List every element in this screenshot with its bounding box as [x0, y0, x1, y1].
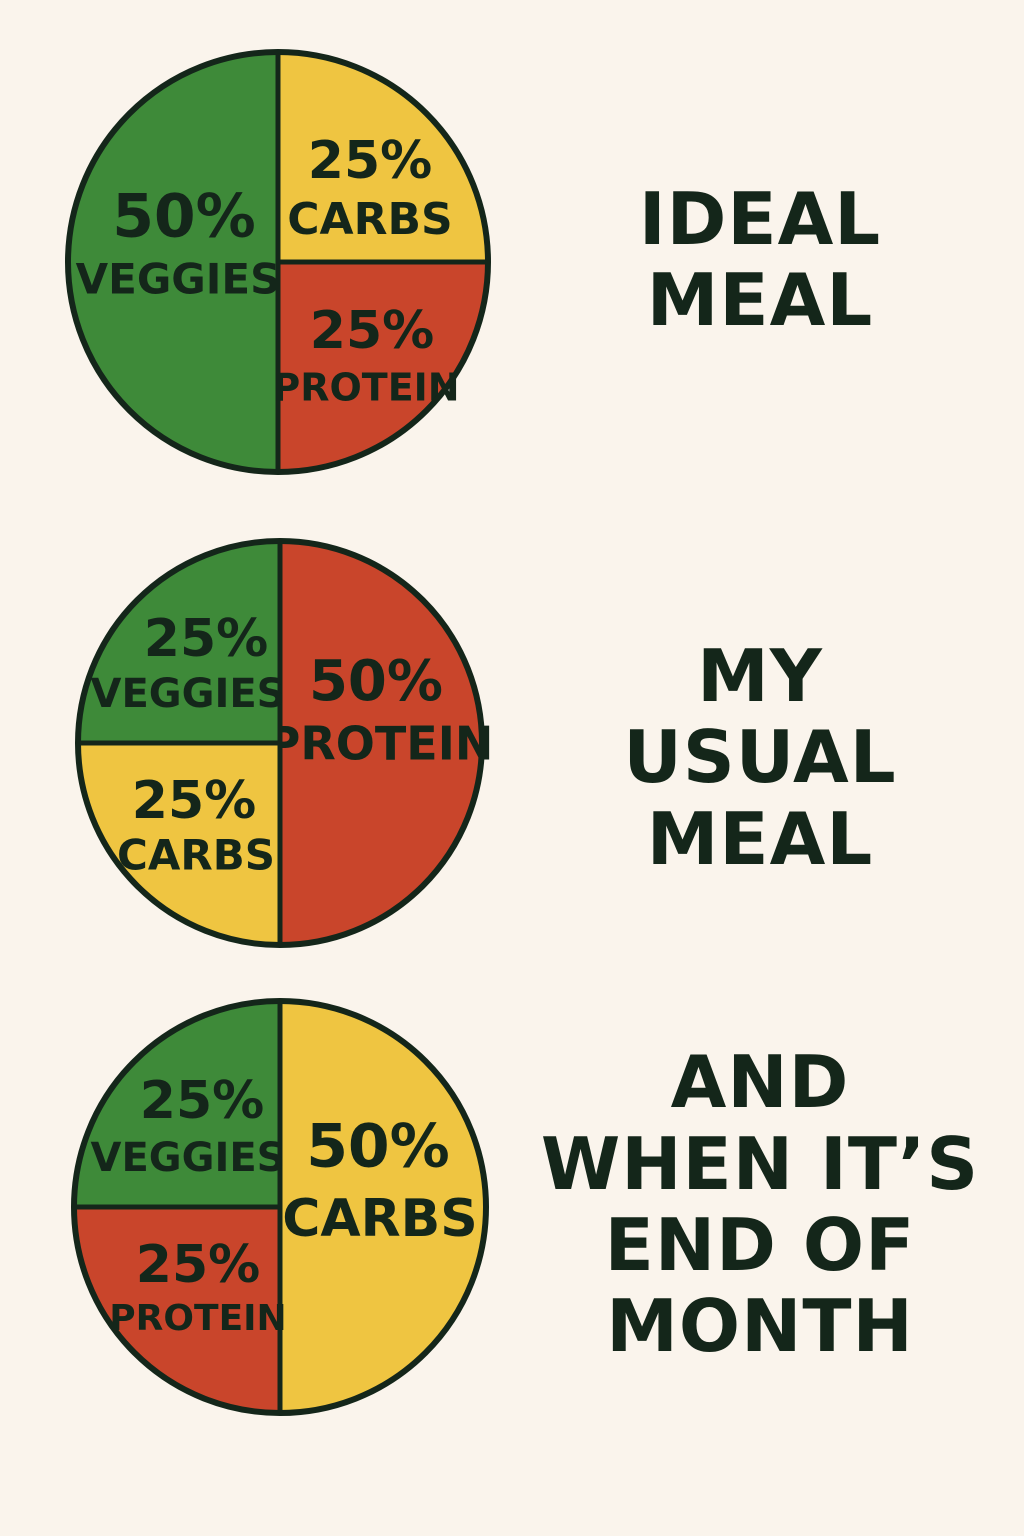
pie-usual-outline	[75, 538, 485, 948]
pie-usual-veggies-slice: 25% VEGGIES	[75, 538, 286, 746]
pie-usual-protein-label: PROTEIN	[267, 717, 494, 771]
pie-ideal-protein-value: 25%	[310, 301, 434, 361]
pie-month-protein-label: PROTEIN	[109, 1298, 286, 1339]
pie-ideal-veggies-label: VEGGIES	[76, 255, 281, 304]
pie-usual-carbs-value: 25%	[132, 771, 256, 831]
pie-usual-veggies-label: VEGGIES	[91, 671, 286, 717]
pie-month-carbs-slice: 50% CARBS	[277, 998, 489, 1416]
pie-month-veggies-label: VEGGIES	[91, 1135, 286, 1181]
pie-ideal-veggies-slice: 50% VEGGIES	[65, 49, 281, 475]
pie-usual-carbs-label: CARBS	[117, 831, 275, 880]
caption-month-line-2: WHEN IT’S	[540, 1121, 980, 1206]
caption-end-of-month: AND WHEN IT’S END OF MONTH	[541, 1035, 978, 1375]
pie-month-outline	[71, 998, 489, 1416]
pie-month-carbs-value: 50%	[306, 1112, 450, 1182]
pie-chart-usual-meal: 50% PROTEIN 25% VEGGIES 25% CARBS	[75, 538, 494, 948]
caption-ideal-meal: IDEAL MEAL	[560, 150, 960, 370]
pie-month-protein-slice: 25% PROTEIN	[71, 1204, 287, 1416]
pie-ideal-carbs-label: CARBS	[287, 194, 452, 245]
pie-usual-protein-value: 50%	[309, 649, 443, 714]
caption-usual-line-2: USUAL	[623, 715, 897, 800]
pie-ideal-veggies-value: 50%	[112, 182, 256, 252]
caption-month-line-3: END OF	[604, 1203, 916, 1287]
pie-chart-ideal-meal: 50% VEGGIES 25% CARBS 25% PROTEIN	[65, 49, 491, 475]
caption-month-line-4: MONTH	[606, 1284, 914, 1369]
pie-month-veggies-slice: 25% VEGGIES	[71, 998, 286, 1210]
pie-month-veggies-value: 25%	[140, 1071, 264, 1131]
pie-ideal-carbs-value: 25%	[308, 131, 432, 191]
pie-usual-veggies-value: 25%	[144, 609, 268, 669]
caption-usual-line-3: MEAL	[646, 796, 874, 881]
caption-ideal-line-1: IDEAL	[638, 176, 882, 261]
caption-usual-line-1: MY	[697, 633, 823, 718]
pie-ideal-protein-label: PROTEIN	[272, 366, 459, 410]
pie-chart-end-of-month: 50% CARBS 25% VEGGIES 25% PROTEIN	[71, 998, 489, 1416]
caption-ideal-line-2: MEAL	[646, 258, 874, 342]
pie-month-carbs-label: CARBS	[282, 1189, 478, 1249]
pie-ideal-outline	[65, 49, 491, 475]
pie-ideal-protein-slice: 25% PROTEIN	[272, 259, 491, 475]
caption-usual-meal: MY USUAL MEAL	[560, 618, 960, 898]
pie-usual-protein-slice: 50% PROTEIN	[267, 538, 494, 948]
caption-month-line-1: AND	[670, 1040, 850, 1125]
pie-month-protein-value: 25%	[136, 1235, 260, 1295]
